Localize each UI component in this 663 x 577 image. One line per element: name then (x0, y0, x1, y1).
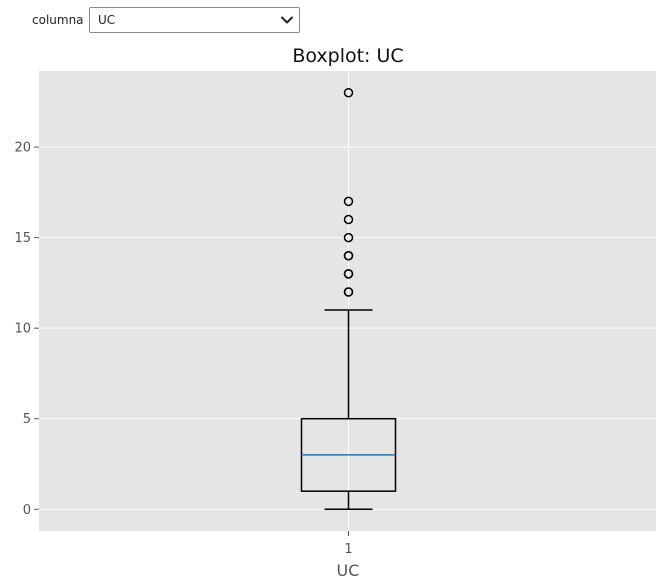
y-tick-label: 10 (14, 322, 31, 337)
x-axis-label: UC (337, 561, 360, 577)
outlier-point (343, 196, 354, 207)
y-tick-label: 0 (23, 503, 31, 518)
column-select-value: UC (98, 13, 116, 27)
outlier-point (343, 87, 354, 98)
x-tick-label: 1 (344, 542, 352, 557)
outlier-point (343, 214, 354, 225)
chart-title: Boxplot: UC (292, 45, 403, 67)
y-axis-ticks: 0 5 10 15 20 (14, 141, 39, 518)
outlier-point (343, 269, 354, 279)
chevron-down-icon (275, 8, 299, 32)
y-tick-label: 5 (23, 412, 31, 427)
column-select[interactable]: UC (89, 7, 300, 33)
column-selector-row: columna UC (0, 6, 300, 34)
outlier-point (343, 287, 354, 297)
x-axis-ticks: 1 (344, 531, 353, 557)
y-tick-label: 20 (14, 141, 31, 156)
y-tick-label: 15 (14, 231, 31, 246)
outlier-point (343, 250, 354, 261)
column-label: columna (32, 13, 84, 27)
outlier-point (343, 232, 354, 243)
plot-area (39, 71, 656, 531)
box-layer (300, 87, 397, 511)
